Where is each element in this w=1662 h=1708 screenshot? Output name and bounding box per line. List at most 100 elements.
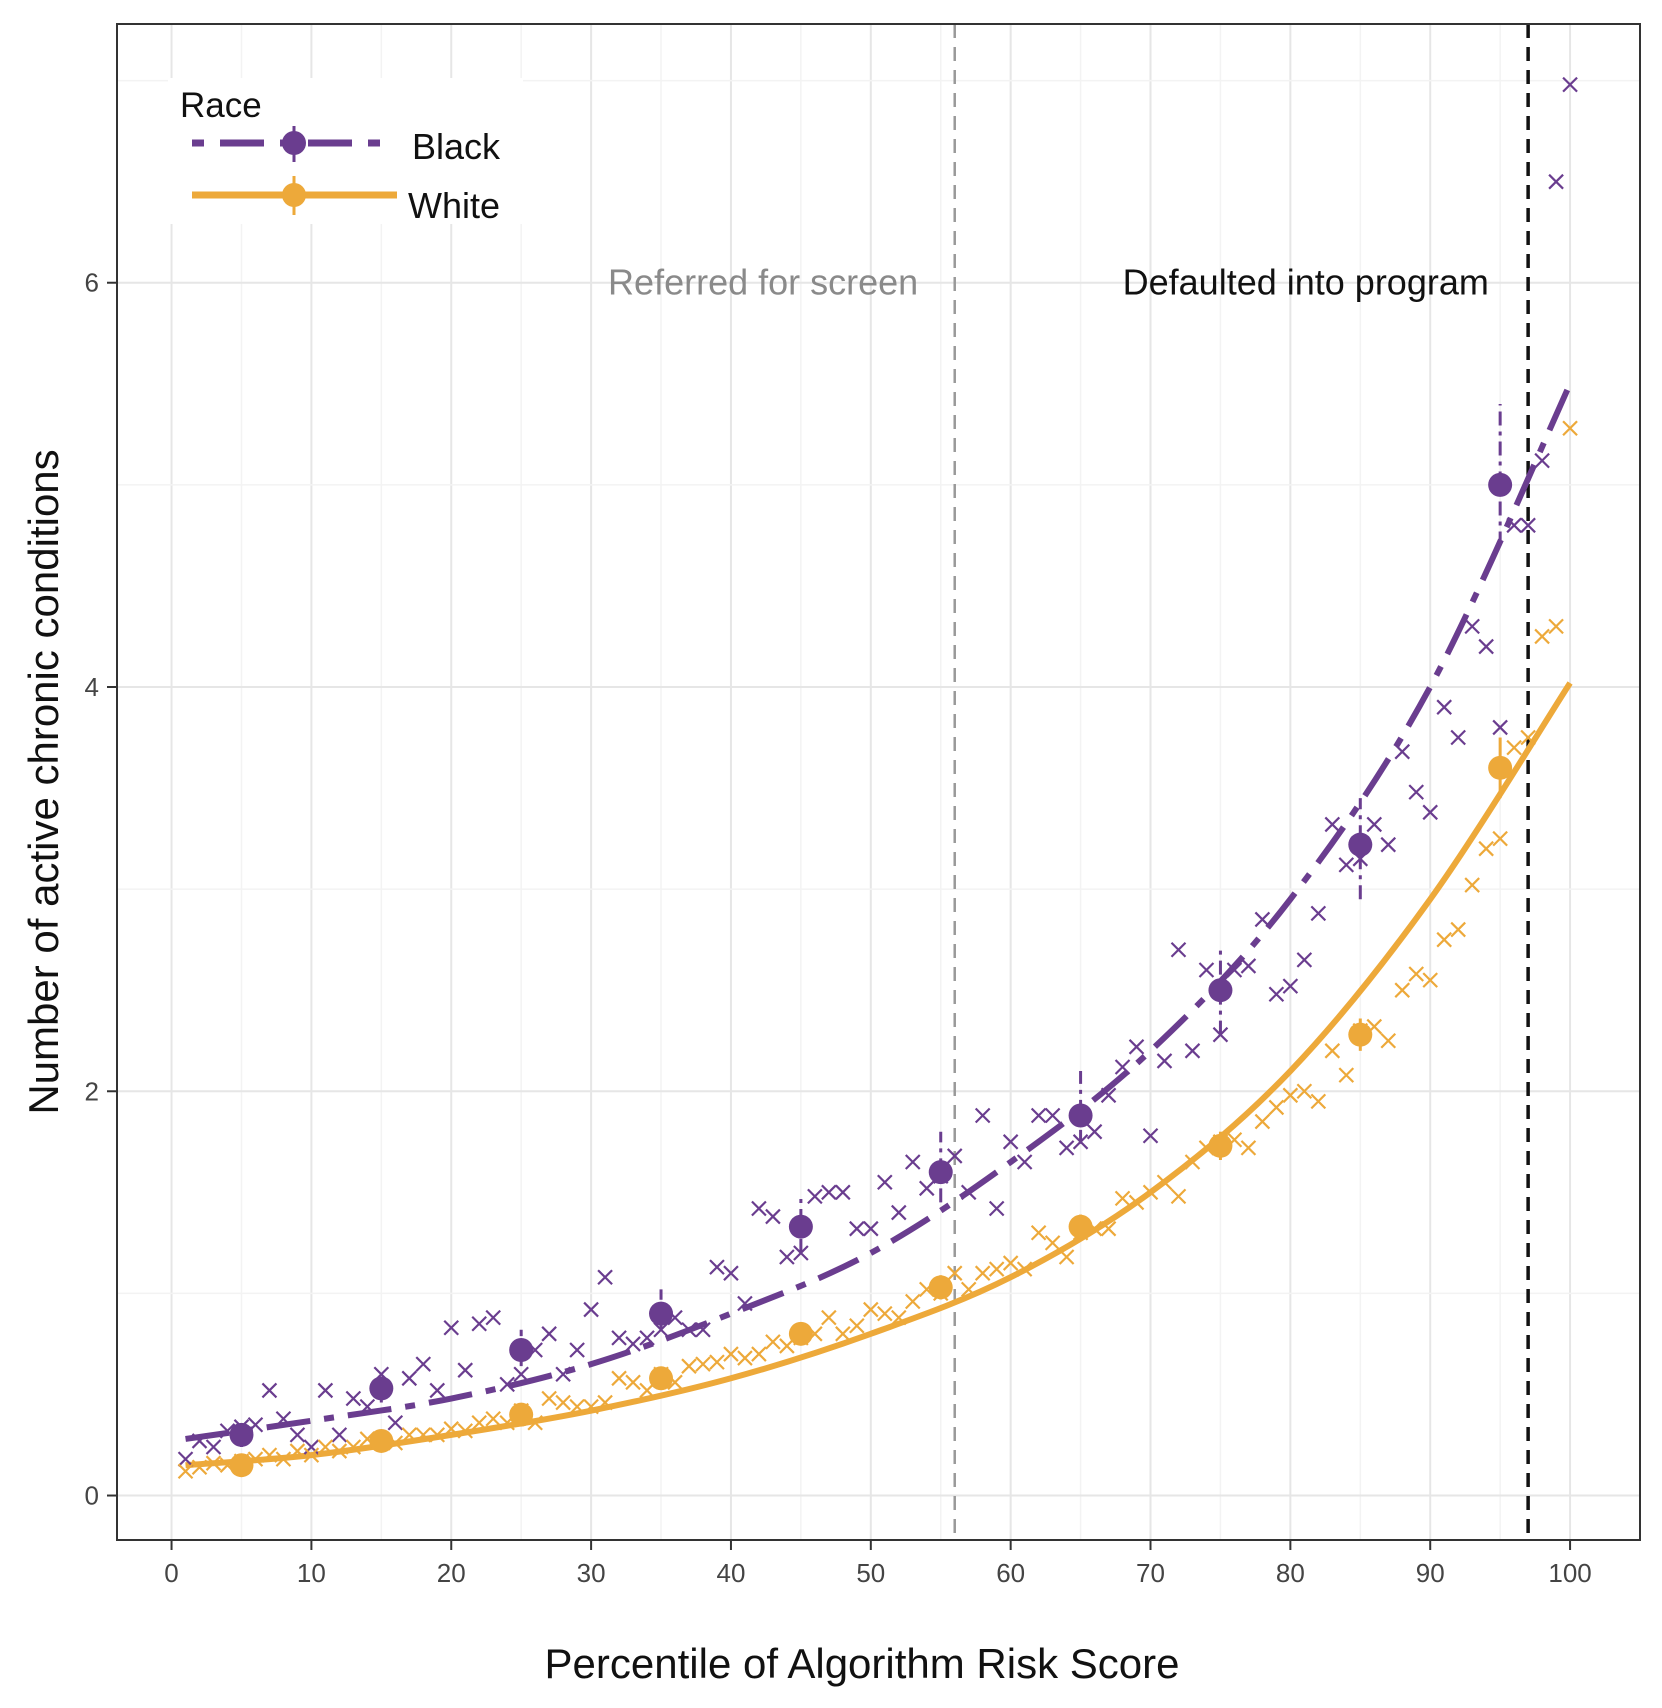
point-black	[1086, 1123, 1103, 1140]
point-white	[317, 1439, 334, 1455]
point-white	[904, 1293, 921, 1310]
binned-mean-black	[229, 1422, 254, 1447]
point-black	[695, 1322, 711, 1338]
point-black	[849, 1220, 865, 1237]
point-black	[555, 1366, 571, 1383]
point-white	[275, 1451, 292, 1467]
point-black	[1534, 452, 1550, 469]
point-black	[723, 1265, 739, 1281]
plot-panel-border	[116, 23, 1641, 1541]
point-black	[751, 1200, 767, 1217]
point-black	[877, 1174, 893, 1190]
point-black	[1380, 836, 1397, 853]
y-axis-title: Number of active chronic conditions	[20, 449, 67, 1114]
point-white	[946, 1265, 963, 1281]
point-white	[485, 1410, 501, 1427]
point-black	[891, 1204, 907, 1221]
point-white	[1450, 921, 1466, 938]
point-black	[1044, 1107, 1061, 1124]
point-white	[1170, 1188, 1187, 1205]
point-white	[1338, 1067, 1355, 1083]
legend-title: Race	[180, 86, 262, 125]
point-white	[415, 1427, 432, 1443]
point-black	[1240, 958, 1257, 974]
point-white	[960, 1281, 977, 1298]
binned-mean-black	[369, 1376, 394, 1401]
x-axis-title: Percentile of Algorithm Risk Score	[545, 1640, 1180, 1687]
binned-mean-white	[788, 1321, 813, 1346]
x-tick-label: 50	[856, 1558, 885, 1588]
point-black	[765, 1208, 781, 1225]
y-tick-label: 6	[85, 268, 99, 298]
fit-curve-white	[185, 681, 1573, 1469]
point-black	[1464, 618, 1480, 635]
point-black	[1422, 804, 1438, 821]
point-black	[331, 1427, 348, 1443]
point-black	[1170, 941, 1187, 958]
point-black	[429, 1382, 446, 1399]
x-tick-label: 80	[1276, 1558, 1305, 1588]
point-white	[1436, 931, 1452, 948]
point-black	[821, 1184, 837, 1201]
point-white	[1534, 628, 1550, 645]
point-black	[1506, 517, 1522, 534]
point-white	[555, 1394, 571, 1411]
point-black	[863, 1220, 879, 1237]
x-tick-label: 100	[1548, 1558, 1591, 1588]
point-white	[988, 1261, 1005, 1277]
binned-mean-black	[1348, 832, 1373, 857]
point-black	[709, 1259, 725, 1275]
point-white	[1282, 1087, 1299, 1104]
point-black	[1338, 857, 1355, 873]
point-white	[1002, 1255, 1019, 1271]
point-white	[303, 1447, 320, 1463]
point-white	[1548, 618, 1564, 635]
point-black	[974, 1107, 991, 1124]
legend-marker-black	[282, 131, 306, 155]
point-white	[1394, 982, 1411, 998]
point-white	[1268, 1099, 1285, 1116]
point-black	[835, 1184, 851, 1201]
point-black	[177, 1451, 194, 1467]
point-black	[1436, 699, 1452, 715]
point-white	[1128, 1194, 1145, 1211]
point-white	[177, 1463, 194, 1480]
point-white	[1156, 1174, 1173, 1190]
point-black	[359, 1398, 376, 1415]
point-black	[205, 1439, 222, 1455]
point-black	[457, 1362, 474, 1378]
point-black	[1114, 1059, 1131, 1075]
binned-mean-white	[928, 1275, 953, 1300]
point-black	[191, 1433, 208, 1449]
binned-mean-white	[649, 1366, 674, 1391]
point-white	[611, 1370, 627, 1387]
point-black	[1520, 517, 1536, 534]
point-black	[261, 1382, 278, 1399]
legend: Race Black White	[168, 78, 523, 226]
point-black	[681, 1322, 697, 1338]
point-black	[485, 1309, 501, 1326]
point-black	[387, 1414, 404, 1431]
point-black	[513, 1366, 529, 1383]
point-black	[415, 1356, 432, 1372]
point-white	[583, 1398, 599, 1415]
y-tick-label: 0	[85, 1481, 99, 1511]
x-tick-label: 90	[1416, 1558, 1445, 1588]
point-black	[1184, 1043, 1201, 1059]
point-white	[345, 1439, 362, 1455]
point-white	[1114, 1190, 1131, 1207]
point-white	[1254, 1113, 1271, 1130]
point-black	[1030, 1107, 1047, 1124]
point-white	[261, 1447, 278, 1463]
point-black	[345, 1390, 362, 1407]
point-black	[1492, 719, 1508, 736]
point-black	[1016, 1154, 1033, 1170]
legend-background	[168, 78, 523, 224]
binned-mean-white	[369, 1428, 394, 1453]
point-black	[611, 1330, 627, 1346]
y-tick-label: 2	[85, 1076, 99, 1106]
point-black	[1478, 638, 1494, 655]
binned-mean-white	[509, 1402, 534, 1427]
legend-marker-white	[282, 183, 306, 207]
